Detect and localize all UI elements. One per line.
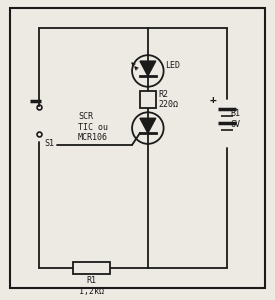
Text: B1
6V: B1 6V [231,110,241,129]
Polygon shape [140,118,156,133]
Text: +: + [210,95,216,105]
Bar [140,91,156,108]
Text: S1: S1 [44,139,54,148]
Text: R1
1,2kΩ: R1 1,2kΩ [79,276,104,296]
Text: R2
220Ω: R2 220Ω [159,90,179,109]
Text: SCR
TIC ou
MCR106: SCR TIC ou MCR106 [78,112,108,142]
Text: LED: LED [166,61,181,70]
Polygon shape [140,61,156,76]
Bar [73,262,110,275]
